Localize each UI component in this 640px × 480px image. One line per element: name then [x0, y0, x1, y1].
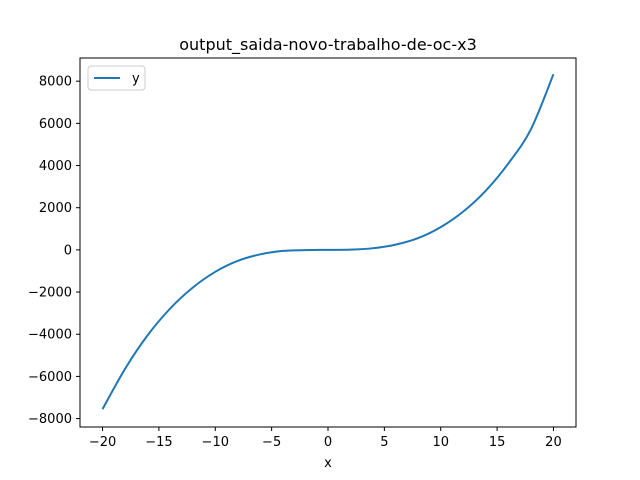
x-tick-label: −20 — [89, 435, 116, 450]
y-tick-label: −6000 — [28, 370, 72, 385]
x-tick-label: −15 — [145, 435, 172, 450]
y-tick-label: −8000 — [28, 412, 72, 427]
x-tick-label: −10 — [202, 435, 229, 450]
x-axis: −20 −15 −10 −5 0 5 10 15 20 — [89, 427, 562, 450]
y-tick-label: 2000 — [39, 201, 72, 216]
y-tick-label: 0 — [64, 243, 72, 258]
legend: y — [87, 65, 146, 91]
y-axis: −8000 −6000 −4000 −2000 0 2000 4000 6000 8000 — [28, 75, 80, 427]
x-tick-label: 10 — [432, 435, 449, 450]
y-tick-label: −2000 — [28, 286, 72, 301]
x-axis-label: x — [324, 456, 332, 471]
y-tick-label: 8000 — [39, 75, 72, 90]
x-tick-label: 5 — [380, 435, 388, 450]
series-line-y — [101, 73, 555, 410]
x-tick-label: 15 — [489, 435, 506, 450]
y-tick-label: −4000 — [28, 328, 72, 343]
x-tick-label: 0 — [324, 435, 332, 450]
chart-title: output_saida-novo-trabalho-de-oc-x3 — [179, 35, 477, 55]
y-tick-label: 4000 — [39, 159, 72, 174]
x-tick-label: −5 — [262, 435, 281, 450]
y-tick-label: 6000 — [39, 117, 72, 132]
x-tick-label: 20 — [545, 435, 562, 450]
legend-label-y: y — [132, 72, 140, 87]
